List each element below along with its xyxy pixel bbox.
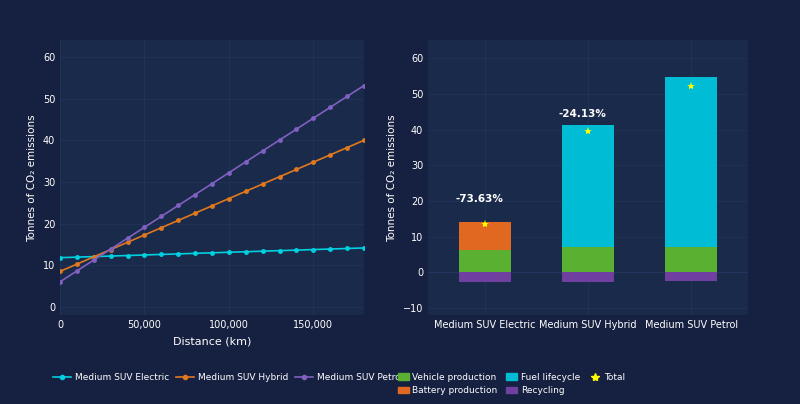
Legend: Medium SUV Electric, Medium SUV Hybrid, Medium SUV Petrol: Medium SUV Electric, Medium SUV Hybrid, … <box>50 369 407 385</box>
Y-axis label: Tonnes of CO₂ emissions: Tonnes of CO₂ emissions <box>27 114 38 242</box>
Bar <box>666 77 717 246</box>
Text: -73.63%: -73.63% <box>456 194 503 204</box>
Bar <box>459 272 510 282</box>
Bar <box>666 272 717 280</box>
Bar <box>459 250 510 272</box>
Bar <box>562 246 614 272</box>
Bar <box>459 222 510 250</box>
Bar <box>666 246 717 272</box>
Bar <box>562 125 614 246</box>
Legend: Vehicle production, Battery production, Fuel lifecycle, Recycling, Total: Vehicle production, Battery production, … <box>394 369 628 399</box>
Y-axis label: Tonnes of CO₂ emissions: Tonnes of CO₂ emissions <box>387 114 398 242</box>
X-axis label: Distance (km): Distance (km) <box>173 337 251 347</box>
Bar <box>562 272 614 282</box>
Text: -24.13%: -24.13% <box>559 109 606 118</box>
